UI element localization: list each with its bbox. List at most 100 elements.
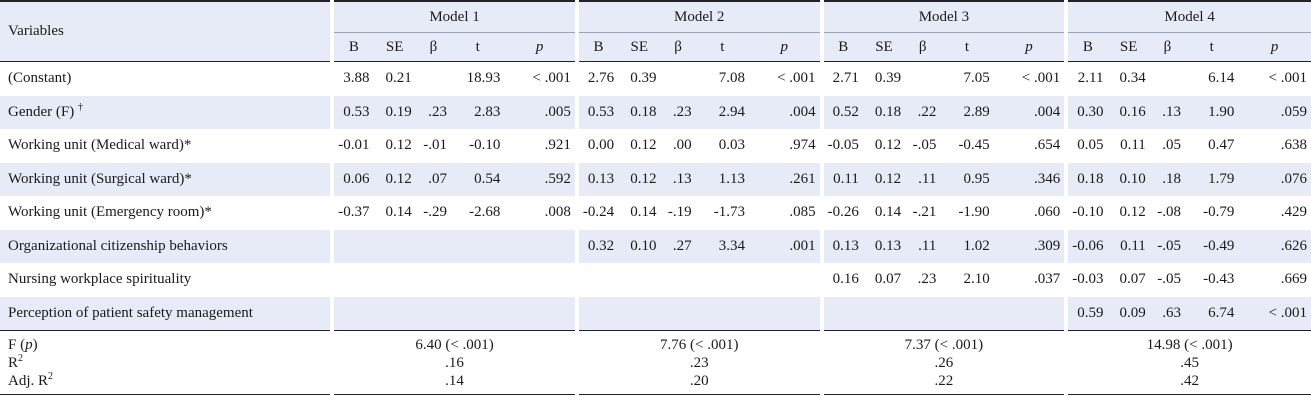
row-label-text: Organizational citizenship behaviors xyxy=(8,237,228,254)
cell-model-2-p: .974 xyxy=(789,137,816,154)
model-2-header: Model 2 xyxy=(574,0,822,33)
cell-model-2-se: 0.18 xyxy=(630,103,657,120)
cell-model-3-se: 0.07 xyxy=(874,271,902,288)
table-row: Gender (F) † 0.53 0.19.23 2.83.005 0.53 0.18.… xyxy=(0,95,1311,129)
row-label-text: Working unit (Surgical ward)* xyxy=(8,170,192,187)
stat-header-4-3: t xyxy=(1185,32,1239,62)
cell-model-3-t: 0.95 xyxy=(963,170,990,187)
cell-model-4-b: 0.30 xyxy=(1064,95,1108,129)
stat-header-2-3: t xyxy=(695,32,750,62)
cell-model-4-p: < .001 xyxy=(1238,296,1311,331)
cell-model-4-beta xyxy=(1150,62,1185,96)
cell-model-1-beta xyxy=(416,62,451,96)
cell-model-2-b: 0.13 xyxy=(574,162,619,196)
cell-model-1-beta: -.01 xyxy=(423,137,447,154)
cell-model-4-t: -0.79 xyxy=(1203,204,1235,221)
cell-model-2-beta xyxy=(660,62,695,96)
stat-header-1-4: p xyxy=(504,32,577,62)
cell-model-1-p: .592 xyxy=(544,170,571,187)
cell-model-1-p: .921 xyxy=(544,137,571,154)
cell-model-1-b: -0.37 xyxy=(330,196,374,230)
cell-model-4-se: 0.12 xyxy=(1119,204,1146,221)
cell-model-3-t: 7.05 xyxy=(963,70,990,87)
cell-model-1-se: 0.12 xyxy=(385,170,412,187)
cell-model-4-t: 6.74 xyxy=(1185,296,1239,331)
fit-value-model-3: .26 xyxy=(819,355,1067,373)
cell-model-4-p: .429 xyxy=(1280,204,1307,221)
cell-model-3-t: -1.90 xyxy=(958,204,990,221)
cell-model-2-p: .001 xyxy=(789,237,816,254)
stat-header-3-2: β xyxy=(905,32,941,62)
table-row: Nursing workplace spirituality 0.16 0.07 .2… xyxy=(0,263,1311,297)
cell-model-4-t: 1.79 xyxy=(1208,170,1235,187)
cell-model-3-se: 0.14 xyxy=(874,204,902,221)
cell-model-1-t: 2.83 xyxy=(474,103,501,120)
row-label-text: Working unit (Medical ward)* xyxy=(8,137,192,154)
header-row-models: Variables Model 1 Model 2 Model 3 Model … xyxy=(0,0,1311,62)
fit-value-model-4: 14.98 (< .001) xyxy=(1064,330,1311,355)
fit-label-text: R xyxy=(8,355,19,371)
cell-model-1-b xyxy=(330,296,374,331)
table-body: (Constant) 3.88 0.21 18.93 < .001 2.76 0.39 7.0… xyxy=(0,61,1311,395)
cell-model-3-se xyxy=(862,296,906,331)
cell-model-2-t: 2.94 xyxy=(718,103,746,120)
cell-model-2-b: 0.53 xyxy=(574,95,619,129)
cell-model-1-se: 0.12 xyxy=(385,137,412,154)
cell-model-4-b: -0.10 xyxy=(1064,196,1108,230)
cell-model-4-beta: .18 xyxy=(1162,170,1182,187)
cell-model-4-beta: .63 xyxy=(1149,296,1186,331)
cell-model-1-p xyxy=(504,263,577,297)
cell-model-4-se: 0.11 xyxy=(1120,137,1146,154)
cell-model-3-beta: .11 xyxy=(918,237,937,254)
cell-model-2-t: -1.73 xyxy=(713,204,746,221)
cell-model-1-beta: -.29 xyxy=(423,204,447,221)
cell-model-4-beta: -.05 xyxy=(1157,271,1182,288)
cell-model-2-t: 0.03 xyxy=(718,137,746,154)
cell-model-2-t xyxy=(696,263,749,297)
row-label: (Constant) xyxy=(0,62,332,96)
row-label-footnote-mark: † xyxy=(77,101,83,113)
cell-model-1-b: 0.06 xyxy=(330,162,374,196)
cell-model-3-t: 2.10 xyxy=(963,271,990,288)
fit-value-model-1: 6.40 (< .001) xyxy=(330,330,577,355)
fit-label-text: Adj. R xyxy=(8,373,49,389)
cell-model-1-b xyxy=(330,263,374,297)
cell-model-4-beta: .05 xyxy=(1162,137,1182,154)
row-label: Working unit (Emergency room)* xyxy=(0,196,332,230)
fit-value-model-2: .23 xyxy=(574,355,822,373)
model-3-header: Model 3 xyxy=(819,0,1067,33)
cell-model-2-se: 0.39 xyxy=(630,70,657,87)
cell-model-3-beta: .23 xyxy=(917,271,937,288)
row-label-text: Gender (F) xyxy=(8,103,75,120)
cell-model-4-se: 0.34 xyxy=(1119,70,1146,87)
model-1-header: Model 1 xyxy=(330,0,577,33)
stat-header-3-3: t xyxy=(940,32,994,62)
cell-model-3-beta: -.21 xyxy=(912,204,937,221)
fit-value-model-3: 7.37 (< .001) xyxy=(819,330,1067,355)
cell-model-2-beta: .23 xyxy=(672,103,692,120)
cell-model-4-t: 0.47 xyxy=(1208,137,1235,154)
cell-model-2-beta: .27 xyxy=(672,237,692,254)
cell-model-3-p: .309 xyxy=(1033,237,1061,254)
cell-model-4-b: -0.06 xyxy=(1064,229,1108,263)
cell-model-2-p xyxy=(749,296,822,331)
cell-model-4-se: 0.11 xyxy=(1120,237,1146,254)
cell-model-2-se: 0.14 xyxy=(630,204,657,221)
cell-model-3-b: 2.71 xyxy=(819,61,863,96)
cell-model-3-p xyxy=(993,296,1067,331)
fit-row: Adj. R2.14.20.22.42 xyxy=(0,372,1311,395)
row-label-text: Working unit (Emergency room)* xyxy=(8,204,212,221)
fit-label-end: ) xyxy=(32,337,38,353)
cell-model-3-t xyxy=(940,296,994,331)
cell-model-1-t xyxy=(451,296,505,331)
cell-model-1-se: 0.14 xyxy=(385,204,412,221)
cell-model-1-se: 0.19 xyxy=(385,103,412,120)
cell-model-2-t: 1.13 xyxy=(718,170,746,187)
cell-model-1-p xyxy=(504,296,577,331)
cell-model-4-beta: -.08 xyxy=(1157,204,1182,221)
cell-model-3-b: 0.13 xyxy=(819,229,863,263)
cell-model-4-se: 0.07 xyxy=(1119,271,1146,288)
cell-model-4-se: 0.16 xyxy=(1119,103,1146,120)
cell-model-1-b: -0.01 xyxy=(330,129,374,163)
cell-model-2-se xyxy=(618,263,660,297)
